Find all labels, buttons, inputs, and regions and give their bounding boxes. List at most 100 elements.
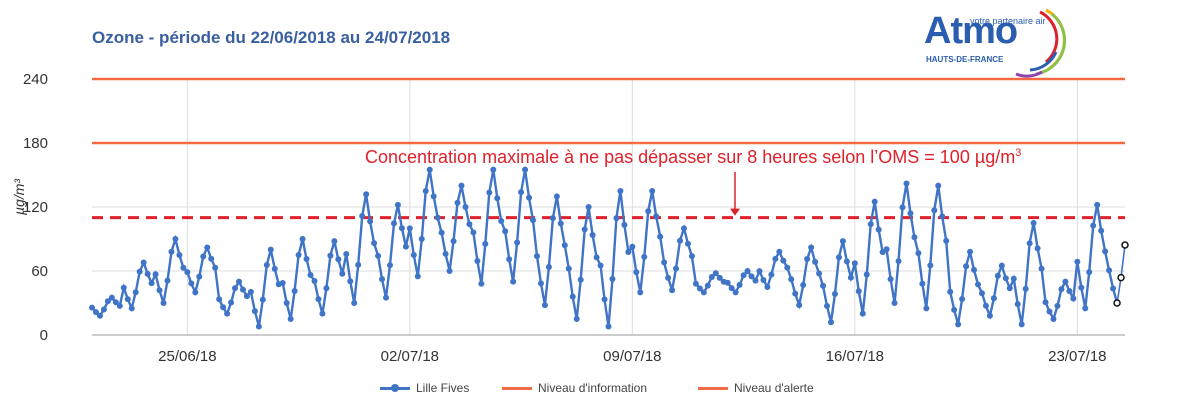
oms-annotation: Concentration maximale à ne pas dépasser… — [365, 147, 1021, 168]
series-point — [907, 210, 914, 217]
series-point — [232, 285, 239, 292]
series-point — [1082, 305, 1089, 312]
series-point — [684, 240, 691, 247]
series-point — [712, 270, 719, 277]
logo-arc-icon — [1015, 8, 1066, 78]
series-point — [315, 296, 322, 303]
series-point — [494, 195, 501, 202]
series-point — [196, 273, 203, 280]
series-point — [903, 180, 910, 187]
series-point — [784, 264, 791, 271]
series-point — [148, 280, 155, 287]
series-point — [136, 268, 143, 275]
series-point — [1006, 285, 1013, 292]
ozone-chart: 0 60 120 180 240 25/06/18 02/07/18 09/07/18 16/0… — [11, 71, 1129, 365]
legend-item-lille-fives: Lille Fives — [380, 381, 469, 395]
series-point — [871, 198, 878, 205]
series-point — [1094, 201, 1101, 208]
chart-title: Ozone - période du 22/06/2018 au 24/07/2… — [92, 28, 451, 47]
series-point — [1050, 316, 1057, 322]
series-point — [514, 239, 521, 246]
series-point — [994, 272, 1001, 279]
series-point — [168, 248, 175, 255]
series-point — [617, 188, 624, 194]
series-point — [756, 268, 763, 275]
series-point — [1026, 240, 1033, 247]
series-point — [192, 289, 199, 296]
series-point — [740, 272, 747, 279]
series-point — [1110, 285, 1117, 292]
series-point — [696, 285, 703, 292]
series-point — [978, 290, 985, 297]
series-point — [1046, 308, 1053, 315]
series-point — [478, 280, 485, 287]
series-point — [891, 300, 898, 306]
series-point — [208, 255, 215, 262]
series-point — [1034, 245, 1041, 252]
series-point — [490, 166, 497, 173]
series-point — [875, 226, 882, 233]
series-point — [430, 193, 437, 200]
series-point — [704, 282, 711, 289]
oms-annotation-exponent: 3 — [1015, 147, 1022, 159]
series-point — [744, 268, 751, 274]
series-point — [1074, 258, 1081, 265]
series-point — [160, 300, 167, 306]
series-point — [768, 271, 775, 278]
series-point — [255, 323, 262, 330]
series-point — [331, 238, 338, 245]
series-point — [533, 253, 540, 260]
series-point — [1030, 220, 1037, 226]
series-point — [224, 310, 231, 317]
series-point — [923, 305, 930, 312]
series-point-provisional — [1121, 241, 1129, 249]
series-point — [887, 276, 894, 283]
series-point — [1058, 286, 1065, 293]
series-point — [1038, 265, 1045, 272]
series-point — [283, 300, 290, 306]
series-point — [216, 296, 223, 303]
series-point — [724, 279, 731, 286]
series-point — [1054, 302, 1061, 309]
series-point — [518, 189, 525, 196]
series-point — [677, 237, 684, 244]
series-point — [847, 274, 854, 281]
series-point — [184, 269, 191, 276]
series-point — [688, 253, 695, 260]
series-point — [565, 265, 572, 272]
x-tick-label: 25/06/18 — [158, 348, 216, 365]
series-point — [824, 302, 831, 309]
series-point — [780, 257, 787, 264]
series-point — [152, 271, 159, 278]
series-point — [808, 244, 815, 251]
series-point — [386, 262, 393, 269]
series-point — [982, 302, 989, 309]
y-tick-label: 120 — [23, 199, 48, 216]
series-point — [895, 258, 902, 265]
legend-label-lille-fives: Lille Fives — [416, 381, 470, 395]
series-point — [661, 259, 668, 266]
series-point — [454, 199, 461, 206]
series-point — [398, 225, 405, 232]
series-point — [581, 226, 588, 233]
series-point — [637, 289, 644, 296]
series-point — [760, 276, 767, 283]
series-point-provisional — [1113, 299, 1121, 307]
series-point — [510, 278, 517, 285]
series-point — [104, 298, 111, 305]
series-point — [351, 300, 358, 306]
logo-word: Atmo — [924, 10, 1018, 52]
logo-tagline: votre partenaire air — [970, 16, 1046, 26]
series-point — [434, 214, 441, 221]
series-point — [788, 276, 795, 283]
series-point — [200, 253, 207, 260]
series-point — [625, 248, 632, 255]
series-point — [867, 221, 874, 228]
series-point — [863, 271, 870, 278]
series-point-provisional — [1117, 273, 1125, 282]
series-point — [228, 299, 235, 306]
series-point — [359, 212, 366, 219]
series-point — [1090, 222, 1097, 229]
oms-annotation-text: Concentration maximale à ne pas dépasser… — [365, 147, 1016, 167]
series-point — [267, 246, 274, 253]
